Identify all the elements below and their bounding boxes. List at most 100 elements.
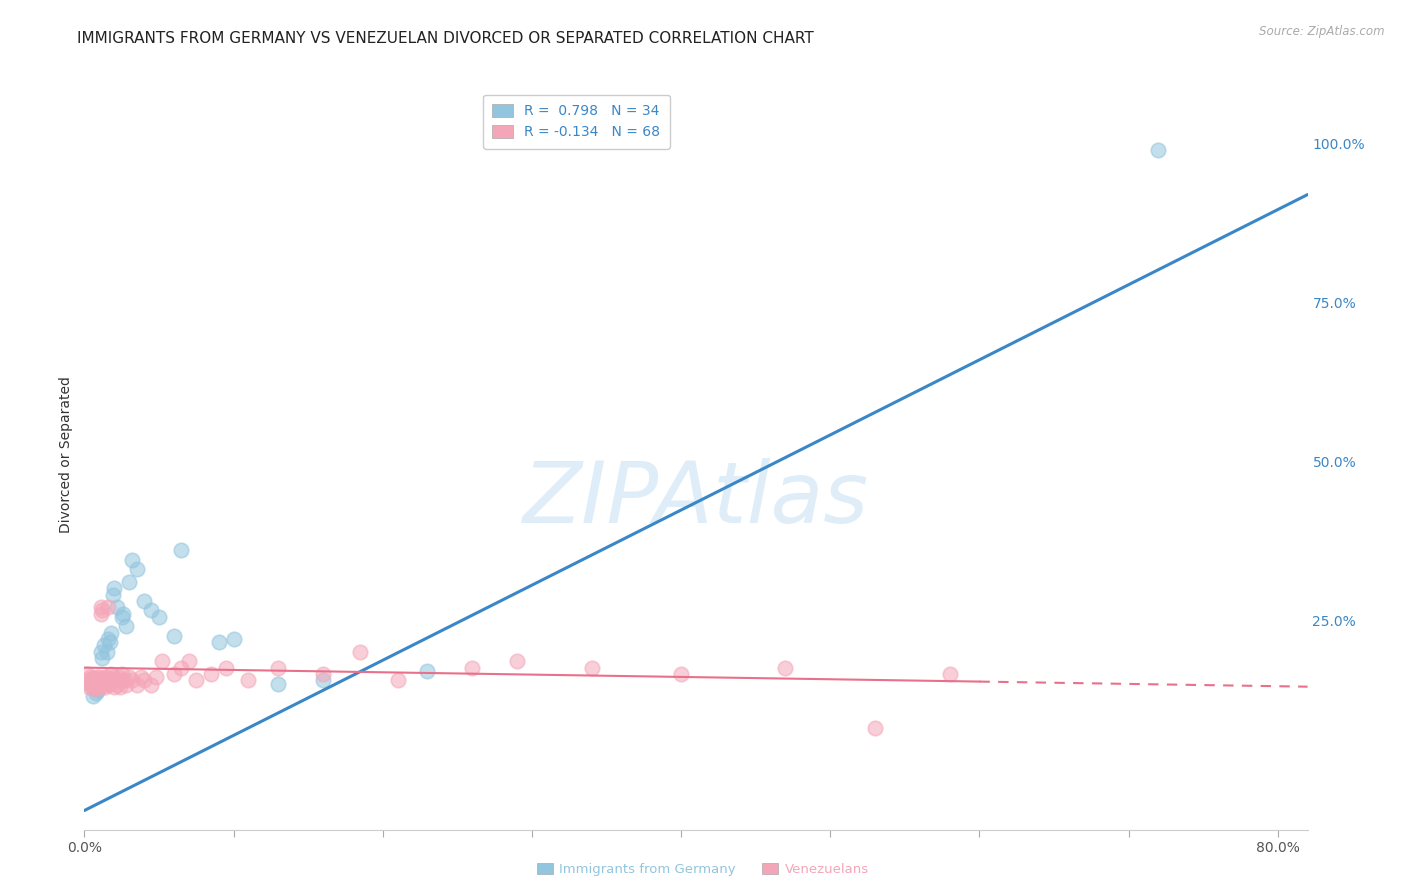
Point [96,670,118,684]
Point [107,670,129,684]
Point [125,678,148,692]
Point [97,600,120,615]
Point [111,610,134,624]
Point [170,660,193,674]
Point [93,670,115,684]
Point [581,660,603,674]
Point [112,607,135,621]
Point [111,673,134,688]
Point [416,664,439,678]
Point [91,603,114,617]
Point [121,673,143,688]
Point [91,673,114,688]
Point [96,645,118,659]
Point [121,552,143,566]
Point [129,670,152,684]
Point [98,676,121,690]
Point [1147,143,1170,157]
Point [98,635,121,649]
Point [90,645,112,659]
Point [163,629,186,643]
Text: IMMIGRANTS FROM GERMANY VS VENEZUELAN DIVORCED OR SEPARATED CORRELATION CHART: IMMIGRANTS FROM GERMANY VS VENEZUELAN DI… [77,31,814,46]
Point [93,676,115,690]
Point [90,607,112,621]
Legend: Immigrants from Germany, Venezuelans: Immigrants from Germany, Venezuelans [531,857,875,881]
Point [87,673,110,688]
Point [177,654,200,668]
Point [775,660,797,674]
Point [82,690,104,704]
Point [163,667,186,681]
Point [118,670,141,684]
Point [312,673,335,688]
Point [200,667,222,681]
Point [238,673,260,688]
Point [93,639,115,653]
Point [222,632,245,646]
Point [132,594,155,608]
Point [145,670,167,684]
Point [96,678,118,692]
Point [170,543,193,558]
Point [89,678,111,692]
Point [76,667,98,681]
Point [91,651,114,665]
Point [83,675,105,690]
Point [349,645,371,659]
Point [101,588,124,602]
Point [87,680,110,694]
Point [111,667,134,681]
Point [87,682,110,697]
Point [82,672,104,686]
Point [105,678,128,692]
Point [150,654,173,668]
Text: ZIPAtlas: ZIPAtlas [523,458,869,541]
Point [84,686,107,700]
Point [84,670,107,684]
Point [387,673,409,688]
Point [118,574,141,589]
Point [103,680,125,694]
Point [108,680,131,694]
Point [101,673,124,688]
Point [80,673,103,688]
Point [215,660,238,674]
Point [863,721,886,735]
Point [84,678,107,692]
Point [83,680,105,694]
Point [148,610,170,624]
Point [82,678,104,692]
Legend: R =  0.798   N = 34, R = -0.134   N = 68: R = 0.798 N = 34, R = -0.134 N = 68 [482,95,671,149]
Point [90,600,112,615]
Point [77,676,100,690]
Point [79,670,101,684]
Point [186,673,208,688]
Point [100,625,122,640]
Point [312,667,335,681]
Point [669,667,692,681]
Point [141,603,163,617]
Point [132,673,155,688]
Point [97,673,120,688]
Point [125,562,148,576]
Point [89,670,111,684]
Point [89,676,111,690]
Point [104,673,127,688]
Point [103,670,125,684]
Point [141,678,163,692]
Point [100,667,122,681]
Point [75,673,97,688]
Point [115,678,138,692]
Point [114,673,136,688]
Point [97,632,120,646]
Point [938,667,960,681]
Point [83,681,105,696]
Point [267,676,290,690]
Point [267,660,290,674]
Y-axis label: Divorced or Separated: Divorced or Separated [59,376,73,533]
Point [105,600,128,615]
Point [94,680,117,694]
Point [79,676,101,690]
Text: Source: ZipAtlas.com: Source: ZipAtlas.com [1260,25,1385,38]
Point [103,581,125,595]
